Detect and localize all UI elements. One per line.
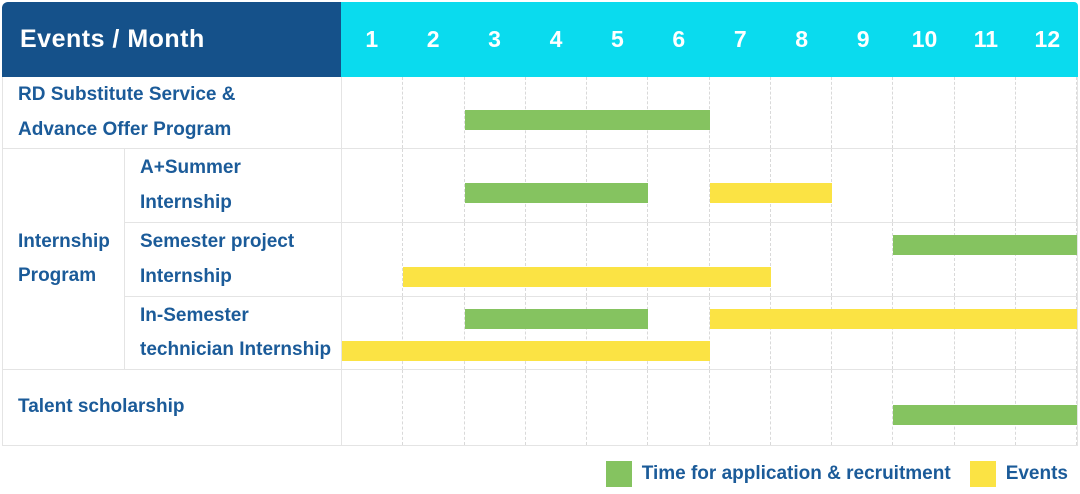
- month-label: 5: [611, 26, 624, 52]
- legend-swatch: [605, 461, 632, 487]
- month-gridline: [403, 77, 465, 148]
- month-label: 6: [672, 26, 686, 52]
- month-gridline: [587, 297, 649, 369]
- month-gridline: [893, 297, 955, 369]
- month-gridline: [832, 223, 894, 296]
- month-gridline: [342, 149, 404, 222]
- gantt-bar: [893, 404, 1077, 425]
- month-gridline: [465, 370, 526, 445]
- month-label: 1: [365, 26, 379, 52]
- month-gridline: [1016, 149, 1077, 222]
- legend-item: Events: [969, 461, 1068, 487]
- chart-row: [342, 370, 1077, 445]
- month-gridline: [648, 149, 710, 222]
- month-label: 9: [856, 26, 870, 52]
- month-label: 2: [426, 26, 440, 52]
- month-label: 8: [795, 26, 809, 52]
- month-gridline: [587, 370, 649, 445]
- month-gridline: [403, 223, 465, 296]
- month-gridline: [832, 149, 894, 222]
- month-gridline: [1016, 77, 1077, 148]
- row-label: RD Substitute Service & Advance Offer Pr…: [3, 77, 342, 149]
- gantt-bar: [342, 341, 710, 361]
- month-gridline: [342, 77, 404, 148]
- events-month-header: Events / Month: [2, 2, 341, 77]
- row-label: In-Semester technician Internship: [125, 297, 342, 370]
- row-label: A+Summer Internship: [125, 149, 342, 223]
- month-gridline: [648, 370, 710, 445]
- gantt-bar: [464, 182, 649, 203]
- gantt-body: RD Substitute Service & Advance Offer Pr…: [2, 77, 1078, 446]
- gantt-bar: [893, 235, 1077, 255]
- gantt-bar: [464, 109, 710, 130]
- month-gridline: [403, 297, 465, 369]
- month-gridline: [832, 297, 894, 369]
- month-gridline: [893, 77, 955, 148]
- month-label: 4: [549, 26, 563, 52]
- month-label: 7: [733, 26, 747, 52]
- month-gridline: [648, 223, 710, 296]
- chart-row: [342, 77, 1077, 149]
- month-gridline: [526, 370, 587, 445]
- table-header: Events / Month 1 2 3 4 5 6 7 8 9 10 11 12: [2, 2, 1078, 77]
- month-gridline: [342, 370, 404, 445]
- month-gridline: [526, 297, 587, 369]
- month-gridline: [955, 223, 1016, 296]
- month-gridline: [710, 370, 771, 445]
- month-gridline: [1016, 223, 1077, 296]
- month-gridline: [832, 77, 894, 148]
- month-gridline: [648, 297, 710, 369]
- month-gridline: [771, 223, 832, 296]
- month-gridline: [710, 77, 771, 148]
- month-gridline: [955, 149, 1016, 222]
- month-gridline: [465, 223, 526, 296]
- legend-item: Time for application & recruitment: [605, 461, 951, 487]
- month-label: 10: [911, 26, 938, 52]
- chart-row: [342, 149, 1077, 223]
- legend-swatch: [969, 461, 996, 487]
- month-gridline: [832, 370, 894, 445]
- month-gridline: [771, 77, 832, 148]
- month-gridline: [587, 223, 649, 296]
- month-gridline: [771, 370, 832, 445]
- month-gridline: [893, 223, 955, 296]
- legend-label: Events: [1005, 463, 1068, 484]
- month-gridline: [710, 297, 771, 369]
- month-header-row: 1 2 3 4 5 6 7 8 9 10 11 12: [341, 2, 1078, 77]
- gantt-table: Events / Month 1 2 3 4 5 6 7 8 9 10 11 12 RD Substi…: [2, 2, 1078, 446]
- row-label: Semester project Internship: [125, 223, 342, 297]
- month-label: 11: [973, 26, 999, 52]
- month-gridline: [403, 370, 465, 445]
- month-label: 12: [1034, 26, 1061, 52]
- gantt-bar: [403, 267, 771, 287]
- legend: Time for application & recruitment Events: [0, 446, 1080, 487]
- chart-row: [342, 297, 1077, 370]
- legend-label: Time for application & recruitment: [641, 463, 951, 484]
- month-label: 3: [488, 26, 501, 52]
- gantt-bar: [464, 309, 649, 329]
- month-gridline: [403, 149, 465, 222]
- chart-row: [342, 223, 1077, 297]
- gantt-bar: [709, 182, 832, 203]
- month-gridline: [342, 297, 404, 369]
- month-gridline: [1016, 297, 1077, 369]
- month-gridline: [342, 223, 404, 296]
- month-gridline: [526, 223, 587, 296]
- gantt-bar: [709, 309, 1077, 329]
- group-label: Internship Program: [3, 149, 125, 370]
- month-gridline: [771, 297, 832, 369]
- month-gridline: [955, 77, 1016, 148]
- month-gridline: [710, 223, 771, 296]
- month-gridline: [465, 297, 526, 369]
- month-gridline: [955, 297, 1016, 369]
- month-gridline: [893, 149, 955, 222]
- row-label: Talent scholarship: [3, 370, 342, 445]
